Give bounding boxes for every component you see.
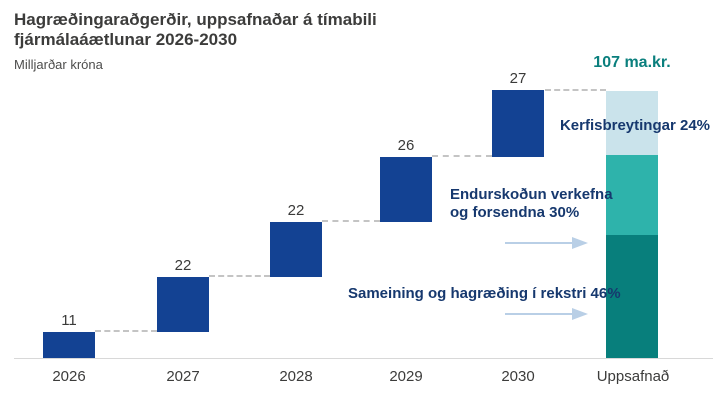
x-axis-label-2027: 2027: [166, 368, 200, 385]
bar-value-label-2026: 11: [61, 312, 77, 329]
annotation-endurskodun-line1: Endurskoðun verkefna: [450, 186, 613, 203]
bar-2030: [492, 90, 544, 157]
connector-2030-total: [545, 89, 606, 91]
bar-2026: [43, 332, 95, 358]
bar-2029: [380, 157, 432, 222]
total-segment-sameining: [606, 235, 658, 358]
bar-value-label-2027: 22: [174, 257, 192, 274]
x-axis-line: [14, 358, 713, 359]
annotation-kerfisbreytingar: Kerfisbreytingar 24%: [559, 117, 710, 134]
bar-value-label-2028: 22: [287, 202, 305, 219]
connector-2026-2027: [95, 330, 157, 332]
chart-title: Hagræðingaraðgerðir, uppsafnaðar á tímab…: [14, 10, 377, 50]
arrow-right-icon: [505, 308, 588, 320]
bar-2028: [270, 222, 322, 277]
chart-title-line1: Hagræðingaraðgerðir, uppsafnaðar á tímab…: [14, 10, 377, 29]
x-axis-label-2026: 2026: [52, 368, 86, 385]
total-value-label: 107 ma.kr.: [593, 54, 671, 71]
connector-2028-2029: [322, 220, 380, 222]
chart-title-line2: fjármálaáætlunar 2026-2030: [14, 30, 238, 49]
x-axis-label-2030: 2030: [501, 368, 535, 385]
x-axis-label-2028: 2028: [279, 368, 313, 385]
annotation-endurskodun-line2: og forsendna 30%: [450, 204, 580, 221]
connector-2027-2028: [209, 275, 270, 277]
x-axis-label-uppsafnad: Uppsafnað: [596, 368, 670, 385]
chart-subtitle: Milljarðar króna: [14, 57, 103, 72]
arrow-right-icon: [505, 237, 588, 249]
bar-value-label-2029: 26: [397, 137, 415, 154]
total-segment-kerfisbreytingar: [606, 91, 658, 155]
total-segment-endurskodun: [606, 155, 658, 235]
bar-2027: [157, 277, 209, 332]
bar-value-label-2030: 27: [509, 70, 527, 87]
annotation-sameining: Sameining og hagræðing í rekstri 46%: [348, 285, 621, 302]
x-axis-label-2029: 2029: [389, 368, 423, 385]
annotation-endurskodun: Endurskoðun verkefna og forsendna 30%: [450, 186, 613, 222]
connector-2029-2030: [432, 155, 492, 157]
